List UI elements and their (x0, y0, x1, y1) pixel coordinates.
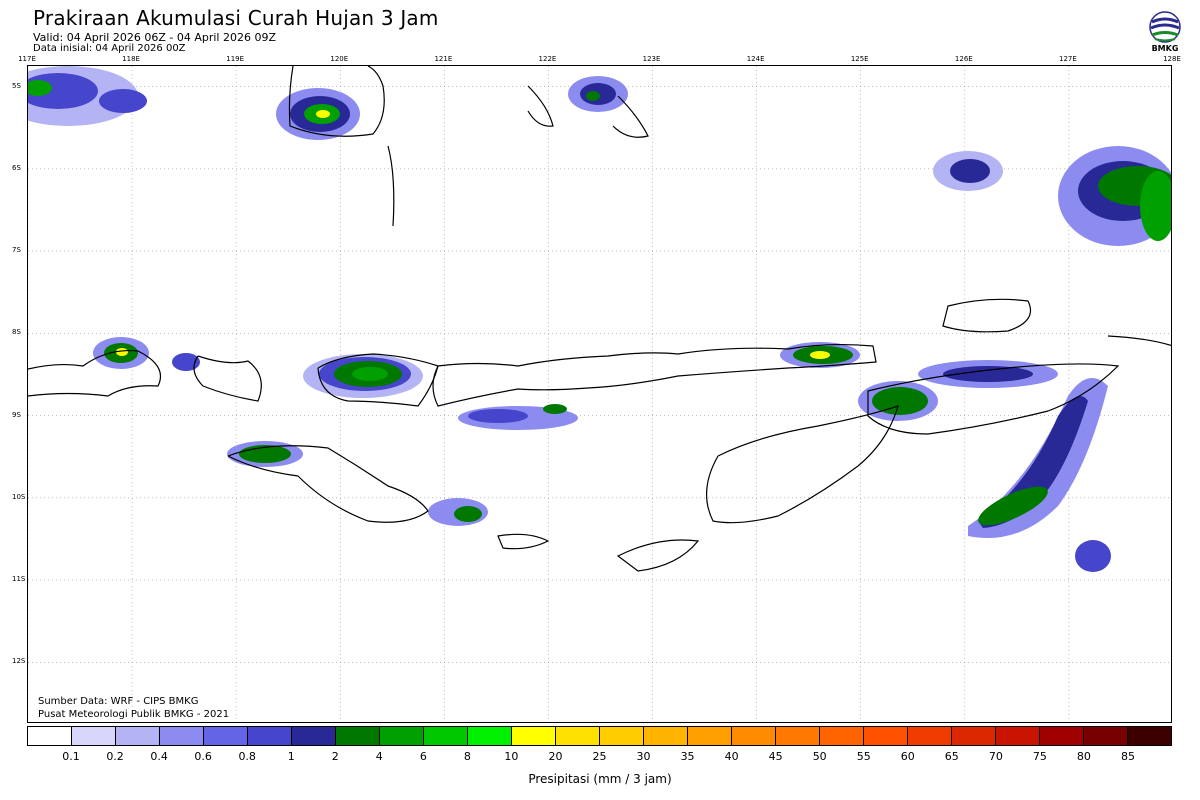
rain-cell-lombok (93, 337, 200, 371)
colorbar-tick: 35 (680, 750, 695, 763)
colorbar-tick: 25 (592, 750, 607, 763)
rain-cell-sumbawa (303, 354, 423, 398)
lon-label: 127E (1059, 55, 1077, 63)
bmkg-logo-icon (1149, 11, 1181, 43)
lon-label: 124E (746, 55, 765, 63)
colorbar-tick: 65 (944, 750, 959, 763)
lat-label: 12S (12, 657, 26, 666)
colorbar-title: Presipitasi (mm / 3 jam) (528, 772, 672, 786)
rainfall-contours (28, 66, 1171, 572)
colorbar-cell (644, 727, 688, 745)
colorbar-tick: 75 (1032, 750, 1047, 763)
colorbar-tick: 8 (463, 750, 471, 763)
lat-label: 7S (12, 246, 21, 255)
colorbar-tick: 0.1 (62, 750, 80, 763)
colorbar-cell (952, 727, 996, 745)
lon-label: 119E (226, 55, 245, 63)
graticule (28, 66, 1171, 722)
colorbar-cell (72, 727, 116, 745)
lon-label: 126E (954, 55, 973, 63)
colorbar-tick: 0.6 (194, 750, 212, 763)
colorbar-tick: 80 (1076, 750, 1091, 763)
colorbar-tick: 0.8 (238, 750, 256, 763)
colorbar (27, 726, 1172, 746)
colorbar-tick: 2 (331, 750, 339, 763)
colorbar-tick: 0.4 (150, 750, 168, 763)
colorbar-cell (996, 727, 1040, 745)
colorbar-tick: 1 (287, 750, 295, 763)
rain-cell-alor (780, 342, 860, 368)
lat-label: 10S (12, 492, 26, 501)
rain-cell-timor-sea (968, 378, 1111, 572)
lon-label: 125E (850, 55, 869, 63)
colorbar-ticks: 0.1 0.2 0.4 0.6 0.8 1 2 4 6 8 10 20 25 30 35 40 45 50 55 60… (27, 750, 1172, 764)
colorbar-tick: 45 (768, 750, 783, 763)
colorbar-cell (1040, 727, 1084, 745)
initial-data: Data inisial: 04 April 2026 00Z (33, 43, 186, 54)
lon-label: 120E (330, 55, 349, 63)
rain-cell-northwest (28, 66, 147, 126)
colorbar-cell (1084, 727, 1128, 745)
colorbar-cell (336, 727, 380, 745)
rainfall-map (28, 66, 1171, 722)
colorbar-tick: 20 (548, 750, 563, 763)
lon-label: 117E (18, 55, 36, 63)
colorbar-cell (512, 727, 556, 745)
lat-label: 8S (12, 328, 21, 337)
colorbar-cell (380, 727, 424, 745)
colorbar-cell (204, 727, 248, 745)
map-panel (27, 65, 1172, 723)
rain-cell-flores-south (458, 404, 578, 430)
colorbar-cell (160, 727, 204, 745)
lat-label: 9S (12, 410, 21, 419)
valid-period: Valid: 04 April 2026 06Z - 04 April 2026… (33, 31, 276, 44)
colorbar-cell (732, 727, 776, 745)
lat-label: 11S (12, 575, 26, 584)
colorbar-cell (116, 727, 160, 745)
colorbar-cell (556, 727, 600, 745)
colorbar-cell (688, 727, 732, 745)
rain-cell-banda-north (568, 76, 628, 112)
lon-label: 123E (642, 55, 661, 63)
lon-label: 122E (538, 55, 557, 63)
center-credit: Pusat Meteorologi Publik BMKG - 2021 (38, 709, 230, 720)
colorbar-cell (248, 727, 292, 745)
data-source: Sumber Data: WRF - CIPS BMKG (38, 696, 199, 707)
colorbar-tick: 60 (900, 750, 915, 763)
colorbar-cell (28, 727, 72, 745)
colorbar-tick: 40 (724, 750, 739, 763)
colorbar-cell (600, 727, 644, 745)
colorbar-cell (1128, 727, 1171, 745)
colorbar-tick: 85 (1120, 750, 1135, 763)
colorbar-cell (864, 727, 908, 745)
colorbar-tick: 70 (988, 750, 1003, 763)
lon-label: 118E (122, 55, 140, 63)
colorbar-cell (776, 727, 820, 745)
lon-label: 121E (434, 55, 453, 63)
colorbar-tick: 10 (504, 750, 519, 763)
lon-label: 128E (1163, 55, 1181, 63)
colorbar-cell (292, 727, 336, 745)
colorbar-tick: 55 (856, 750, 871, 763)
colorbar-cell (908, 727, 952, 745)
colorbar-tick: 0.2 (106, 750, 124, 763)
lat-label: 6S (12, 163, 21, 172)
colorbar-tick: 50 (812, 750, 827, 763)
colorbar-tick: 6 (419, 750, 427, 763)
logo-text: BMKG (1151, 44, 1179, 53)
lat-label: 5S (12, 81, 21, 90)
rain-cell-wetar-south (858, 360, 1058, 421)
colorbar-cell (820, 727, 864, 745)
map-title: Prakiraan Akumulasi Curah Hujan 3 Jam (33, 6, 439, 30)
coastlines (28, 66, 1171, 572)
rain-cell-north-sulawesi-sea (276, 88, 360, 140)
rain-cell-sumba (227, 441, 488, 526)
colorbar-tick: 4 (375, 750, 383, 763)
colorbar-cell (424, 727, 468, 745)
colorbar-cell (468, 727, 512, 745)
colorbar-tick: 30 (636, 750, 651, 763)
rain-cell-banda-sea-east (933, 146, 1171, 246)
